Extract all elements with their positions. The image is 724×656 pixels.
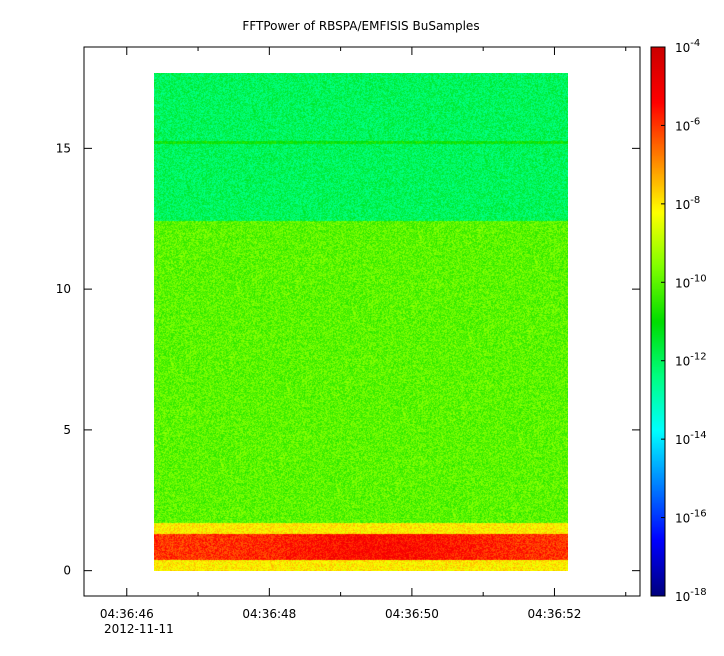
y-tick-label: 15	[56, 141, 71, 155]
colorbar-axis: 10-4 10-6 10-8 10-10 10-12 10-14 10-16 10-18	[661, 38, 707, 604]
x-tick-label: 04:36:46	[100, 607, 154, 621]
x-tick-label: 04:36:52	[528, 607, 582, 621]
colorbar-frame	[650, 46, 666, 597]
x-tick-label: 04:36:50	[385, 607, 439, 621]
colorbar-tick-label: 10-8	[675, 195, 700, 212]
spectrogram-heatmap	[154, 73, 568, 571]
colorbar-tick-label: 10-16	[675, 509, 707, 526]
colorbar-tick-label: 10-10	[675, 273, 707, 290]
y-tick-label: 5	[63, 423, 71, 437]
chart-title: FFTPower of RBSPA/EMFISIS BuSamples	[242, 19, 479, 33]
colorbar-tick-label: 10-4	[675, 38, 700, 55]
colorbar	[651, 47, 665, 596]
y-tick-label: 0	[63, 564, 71, 578]
x-date-label: 2012-11-11	[104, 622, 174, 636]
y-tick-label: 10	[56, 282, 71, 296]
colorbar-tick-label: 10-18	[675, 587, 707, 604]
x-tick-label: 04:36:48	[242, 607, 296, 621]
colorbar-tick-label: 10-12	[675, 352, 707, 369]
y-axis: 0 5 10 15	[56, 141, 640, 578]
colorbar-tick-label: 10-14	[675, 430, 707, 447]
colorbar-tick-label: 10-6	[675, 116, 700, 133]
x-axis: 04:36:46 04:36:48 04:36:50 04:36:52	[100, 47, 627, 621]
